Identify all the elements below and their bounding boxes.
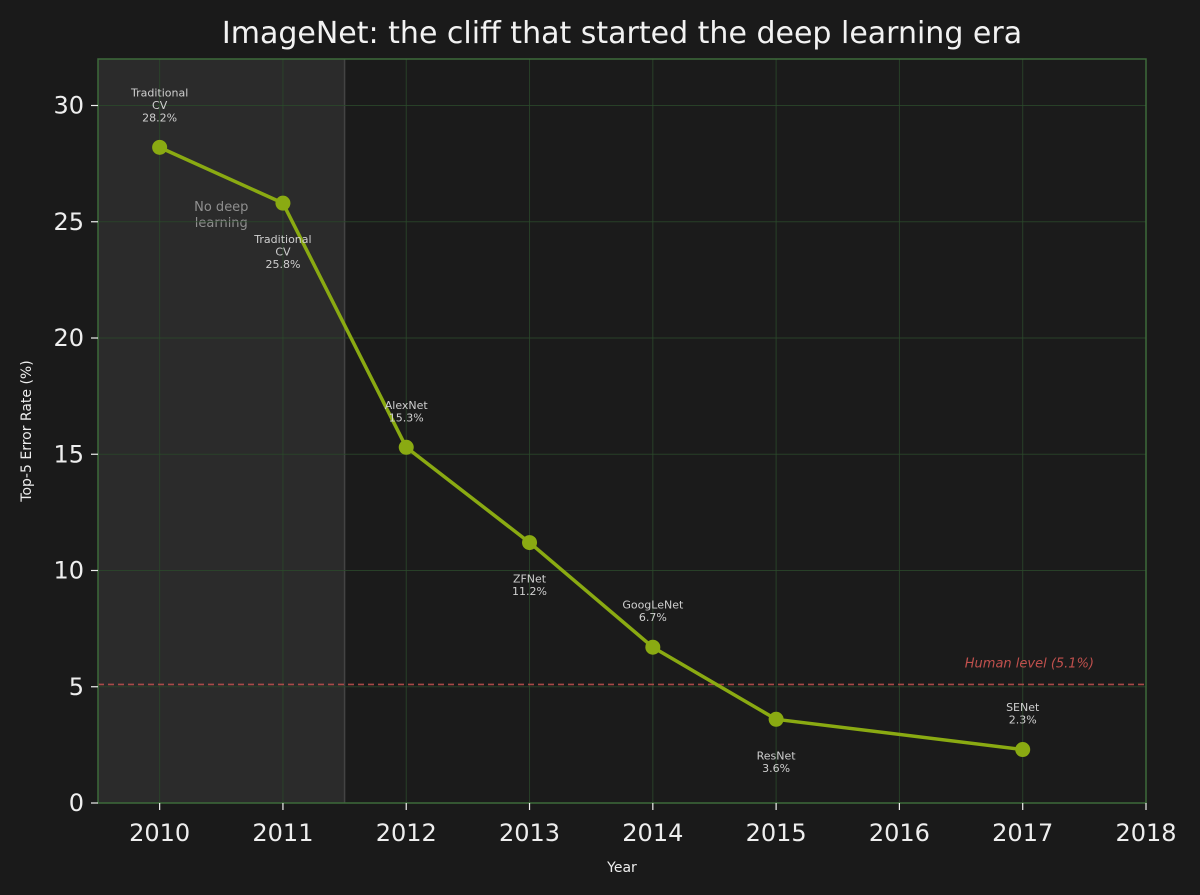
- data-point: [275, 195, 291, 211]
- data-point: [398, 439, 414, 455]
- data-point-label: SENet 2.3%: [1006, 701, 1040, 727]
- data-point-label-line: 11.2%: [512, 585, 547, 598]
- data-point-label: ResNet 3.6%: [757, 749, 797, 775]
- no-deep-learning-region: [98, 59, 345, 803]
- y-tick-label: 0: [69, 789, 84, 817]
- data-point: [1015, 742, 1031, 758]
- data-point-label: GoogLeNet 6.7%: [622, 599, 684, 625]
- y-tick-label: 10: [53, 557, 84, 585]
- region-label-line: No deep: [194, 200, 248, 215]
- data-point: [152, 139, 168, 155]
- plot-frame: [97, 58, 1147, 804]
- y-tick-label: 5: [69, 673, 84, 701]
- data-point: [645, 639, 661, 655]
- x-tick-label: 2017: [992, 819, 1053, 847]
- x-tick-label: 2012: [376, 819, 437, 847]
- y-tick-label: 25: [53, 208, 84, 236]
- data-point-label-line: GoogLeNet: [622, 599, 684, 612]
- data-point-label: Traditional CV 25.8%: [253, 233, 311, 271]
- chart-title: ImageNet: the cliff that started the dee…: [222, 16, 1022, 51]
- data-point: [522, 535, 538, 551]
- data-point-label-line: AlexNet: [385, 399, 429, 412]
- data-point-label-line: 28.2%: [142, 111, 177, 124]
- region-label-line: learning: [195, 216, 248, 231]
- x-tick-label: 2013: [499, 819, 560, 847]
- data-point-label: Traditional CV 28.2%: [130, 86, 188, 124]
- y-axis-label: Top-5 Error Rate (%): [19, 360, 35, 502]
- data-point-label: AlexNet 15.3%: [385, 399, 429, 425]
- x-tick-label: 2016: [869, 819, 930, 847]
- y-tick-label: 30: [53, 92, 84, 120]
- x-tick-label: 2015: [746, 819, 807, 847]
- data-point-label-line: 25.8%: [265, 258, 300, 271]
- y-tick-label: 15: [53, 440, 84, 468]
- data-point-label-line: 15.3%: [389, 411, 424, 424]
- data-point-label-line: Traditional: [253, 233, 311, 246]
- data-point-label: ZFNet 11.2%: [512, 573, 547, 599]
- x-tick-label: 2014: [622, 819, 683, 847]
- x-axis-label: Year: [606, 860, 637, 876]
- human-level-label: Human level (5.1%): [965, 656, 1094, 671]
- data-point-label-line: ResNet: [757, 749, 797, 762]
- data-point-label-line: ZFNet: [513, 573, 547, 586]
- x-tick-label: 2011: [252, 819, 313, 847]
- data-point-label-line: 3.6%: [762, 762, 790, 775]
- y-tick-label: 20: [53, 324, 84, 352]
- x-tick-label: 2010: [129, 819, 190, 847]
- data-point-label-line: 2.3%: [1009, 714, 1037, 727]
- x-tick-label: 2018: [1115, 819, 1176, 847]
- region-label: No deep learning: [194, 200, 248, 231]
- data-point-label-line: 6.7%: [639, 611, 667, 624]
- data-point-label-line: SENet: [1006, 701, 1040, 714]
- data-point-label-line: CV: [275, 246, 291, 259]
- data-point-label-line: Traditional: [130, 86, 188, 99]
- data-point: [768, 711, 784, 727]
- data-point-label-line: CV: [152, 99, 168, 112]
